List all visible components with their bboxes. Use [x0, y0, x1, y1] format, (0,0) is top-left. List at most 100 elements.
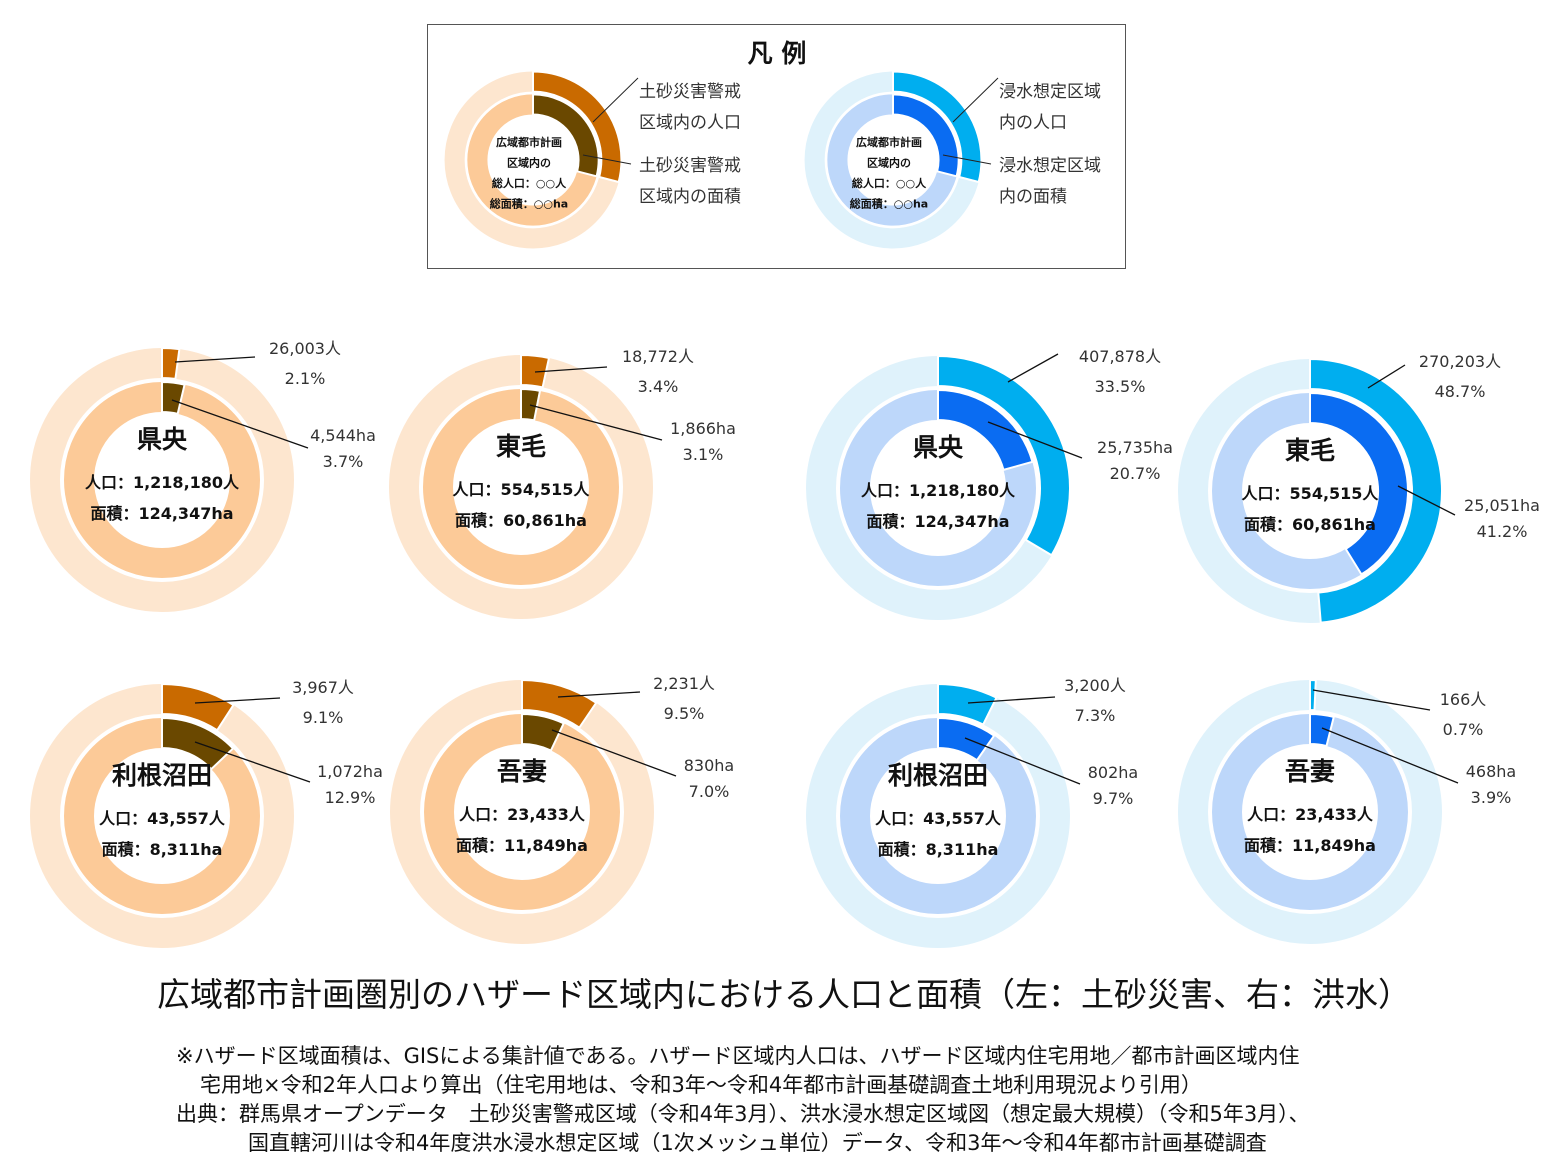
chart-1-population-percent: 2.1%: [285, 369, 326, 388]
chart-6-area-leader: [551, 729, 677, 777]
chart-4-area-value: 25,051ha: [1464, 496, 1540, 515]
chart-6-area-percent: 7.0%: [689, 782, 730, 801]
chart-2-total-population: 人口：554,515人: [453, 480, 591, 499]
chart-8-area-leader: [1321, 727, 1459, 784]
chart-2-population-percent: 3.4%: [638, 377, 679, 396]
chart-8-population-percent: 0.7%: [1443, 720, 1484, 739]
chart-2-area-percent: 3.1%: [683, 445, 724, 464]
legend-box: [427, 24, 1126, 269]
chart-6-population-slice: [521, 678, 598, 730]
chart-8-area-slice: [1309, 712, 1335, 748]
chart-7-population-leader: [967, 696, 1056, 704]
legend-flood-population-label: 浸水想定区域: [999, 82, 1101, 102]
legend-flood-inner-leader: [942, 154, 992, 165]
chart-1-population-leader: [174, 356, 256, 363]
legend-sediment-center-text: 総人口：○○人: [492, 176, 567, 190]
chart-1-area-value: 4,544ha: [310, 426, 376, 445]
legend-flood-population-slice: [892, 70, 983, 184]
chart-2-region-name: 東毛: [496, 432, 546, 461]
chart-7-area-leader: [964, 737, 1081, 785]
chart-6-area-slice: [521, 712, 566, 752]
chart-7-population-slice: [937, 682, 998, 726]
chart-7-total-area: 面積：8,311ha: [878, 840, 999, 859]
chart-2-population-value: 18,772人: [622, 347, 694, 366]
chart-7-region-name: 利根沼田: [888, 761, 988, 790]
chart-1-total-population: 人口：1,218,180人: [85, 473, 240, 492]
chart-4-total-area: 面積：60,861ha: [1244, 515, 1376, 534]
legend-flood-center-text: 広域都市計画: [856, 135, 922, 149]
chart-1-population-value: 26,003人: [269, 339, 341, 358]
chart-5-population-value: 3,967人: [292, 678, 354, 697]
chart-8-population-slice: [1309, 678, 1317, 712]
legend-sediment-area-label: 区域内の面積: [639, 187, 741, 207]
chart-5-area-value: 1,072ha: [317, 762, 383, 781]
chart-1-population-slice: [161, 346, 181, 381]
chart-6-total-population: 人口：23,433人: [459, 805, 586, 824]
chart-4-total-population: 人口：554,515人: [1242, 484, 1380, 503]
chart-7-population-value: 3,200人: [1064, 676, 1126, 695]
chart-6-region-name: 吾妻: [497, 757, 547, 786]
chart-7-area-slice: [937, 716, 996, 762]
chart-3-population-value: 407,878人: [1079, 347, 1161, 366]
note-line-2: 宅用地×令和2年人口より算出（住宅用地は、令和3年～令和4年都市計画基礎調査土地…: [200, 1073, 1202, 1097]
chart-6-population-leader: [557, 691, 641, 698]
chart-7-area-percent: 9.7%: [1093, 789, 1134, 808]
legend-flood-area-label: 浸水想定区域: [999, 156, 1101, 176]
chart-5-region-name: 利根沼田: [112, 761, 212, 790]
chart-4-population-percent: 48.7%: [1435, 382, 1486, 401]
legend-sediment-area-slice: [532, 93, 600, 178]
chart-5-population-slice: [161, 682, 235, 732]
chart-8-total-area: 面積：11,849ha: [1244, 836, 1376, 855]
chart-1-total-area: 面積：124,347ha: [90, 504, 233, 523]
chart-3-region-name: 県央: [913, 433, 964, 462]
chart-2-total-area: 面積：60,861ha: [455, 511, 587, 530]
legend-sediment-population-slice: [532, 70, 623, 184]
chart-4-population-slice: [1309, 357, 1443, 624]
chart-1-area-leader: [171, 399, 309, 449]
chart-2-area-value: 1,866ha: [670, 419, 736, 438]
chart-3-area-slice: [937, 388, 1034, 472]
chart-3-area-leader: [987, 421, 1083, 459]
chart-6-area-value: 830ha: [684, 756, 734, 775]
chart-1-region-name: 県央: [137, 425, 188, 454]
chart-4-area-slice: [1309, 391, 1409, 576]
chart-5-area-slice: [161, 716, 235, 771]
legend-flood-area-slice: [892, 93, 960, 178]
chart-5-population-percent: 9.1%: [303, 708, 344, 727]
chart-5-total-area: 面積：8,311ha: [102, 840, 223, 859]
legend-flood-area-label: 内の面積: [999, 187, 1067, 207]
chart-4-population-leader: [1367, 364, 1406, 389]
chart-2-population-leader: [534, 366, 608, 373]
chart-2-area-leader: [529, 404, 663, 441]
legend-sediment-center-text: 区域内の: [507, 156, 551, 170]
chart-8-population-value: 166人: [1440, 690, 1487, 709]
chart-5-total-population: 人口：43,557人: [99, 809, 226, 828]
chart-4-region-name: 東毛: [1285, 436, 1335, 465]
legend-sediment-center-text: 広域都市計画: [496, 135, 562, 149]
chart-4-population-value: 270,203人: [1419, 352, 1501, 371]
legend-flood-outer-leader: [952, 77, 999, 123]
legend-sediment-outer-leader: [592, 77, 639, 123]
chart-8-area-value: 468ha: [1466, 762, 1516, 781]
chart-4-area-leader: [1397, 485, 1456, 516]
chart-5-area-leader: [194, 741, 311, 783]
chart-1-area-slice: [161, 380, 186, 416]
legend-sediment-inner-leader: [582, 154, 632, 165]
chart-3-population-percent: 33.5%: [1095, 377, 1146, 396]
chart-8-population-leader: [1312, 689, 1431, 711]
legend-flood-center-text: 総面積：○○ha: [850, 197, 928, 211]
chart-1-area-percent: 3.7%: [323, 452, 364, 471]
chart-3-total-population: 人口：1,218,180人: [861, 481, 1016, 500]
chart-7-population-percent: 7.3%: [1075, 706, 1116, 725]
chart-6-population-value: 2,231人: [653, 674, 715, 693]
chart-title: 広域都市計画圏別のハザード区域内における人口と面積（左：土砂災害、右：洪水）: [157, 975, 1411, 1014]
legend-sediment-population-label: 土砂災害警戒: [639, 82, 741, 102]
legend-flood-center-text: 区域内の: [867, 156, 911, 170]
chart-3-population-leader: [1007, 353, 1059, 383]
chart-8-total-population: 人口：23,433人: [1247, 805, 1374, 824]
chart-3-population-slice: [937, 354, 1071, 557]
chart-2-population-slice: [520, 353, 551, 389]
note-line-1: ※ハザード区域面積は、GISによる集計値である。ハザード区域内人口は、ハザード区…: [176, 1044, 1300, 1068]
legend-flood-population-label: 内の人口: [999, 113, 1067, 133]
chart-5-area-percent: 12.9%: [325, 788, 376, 807]
